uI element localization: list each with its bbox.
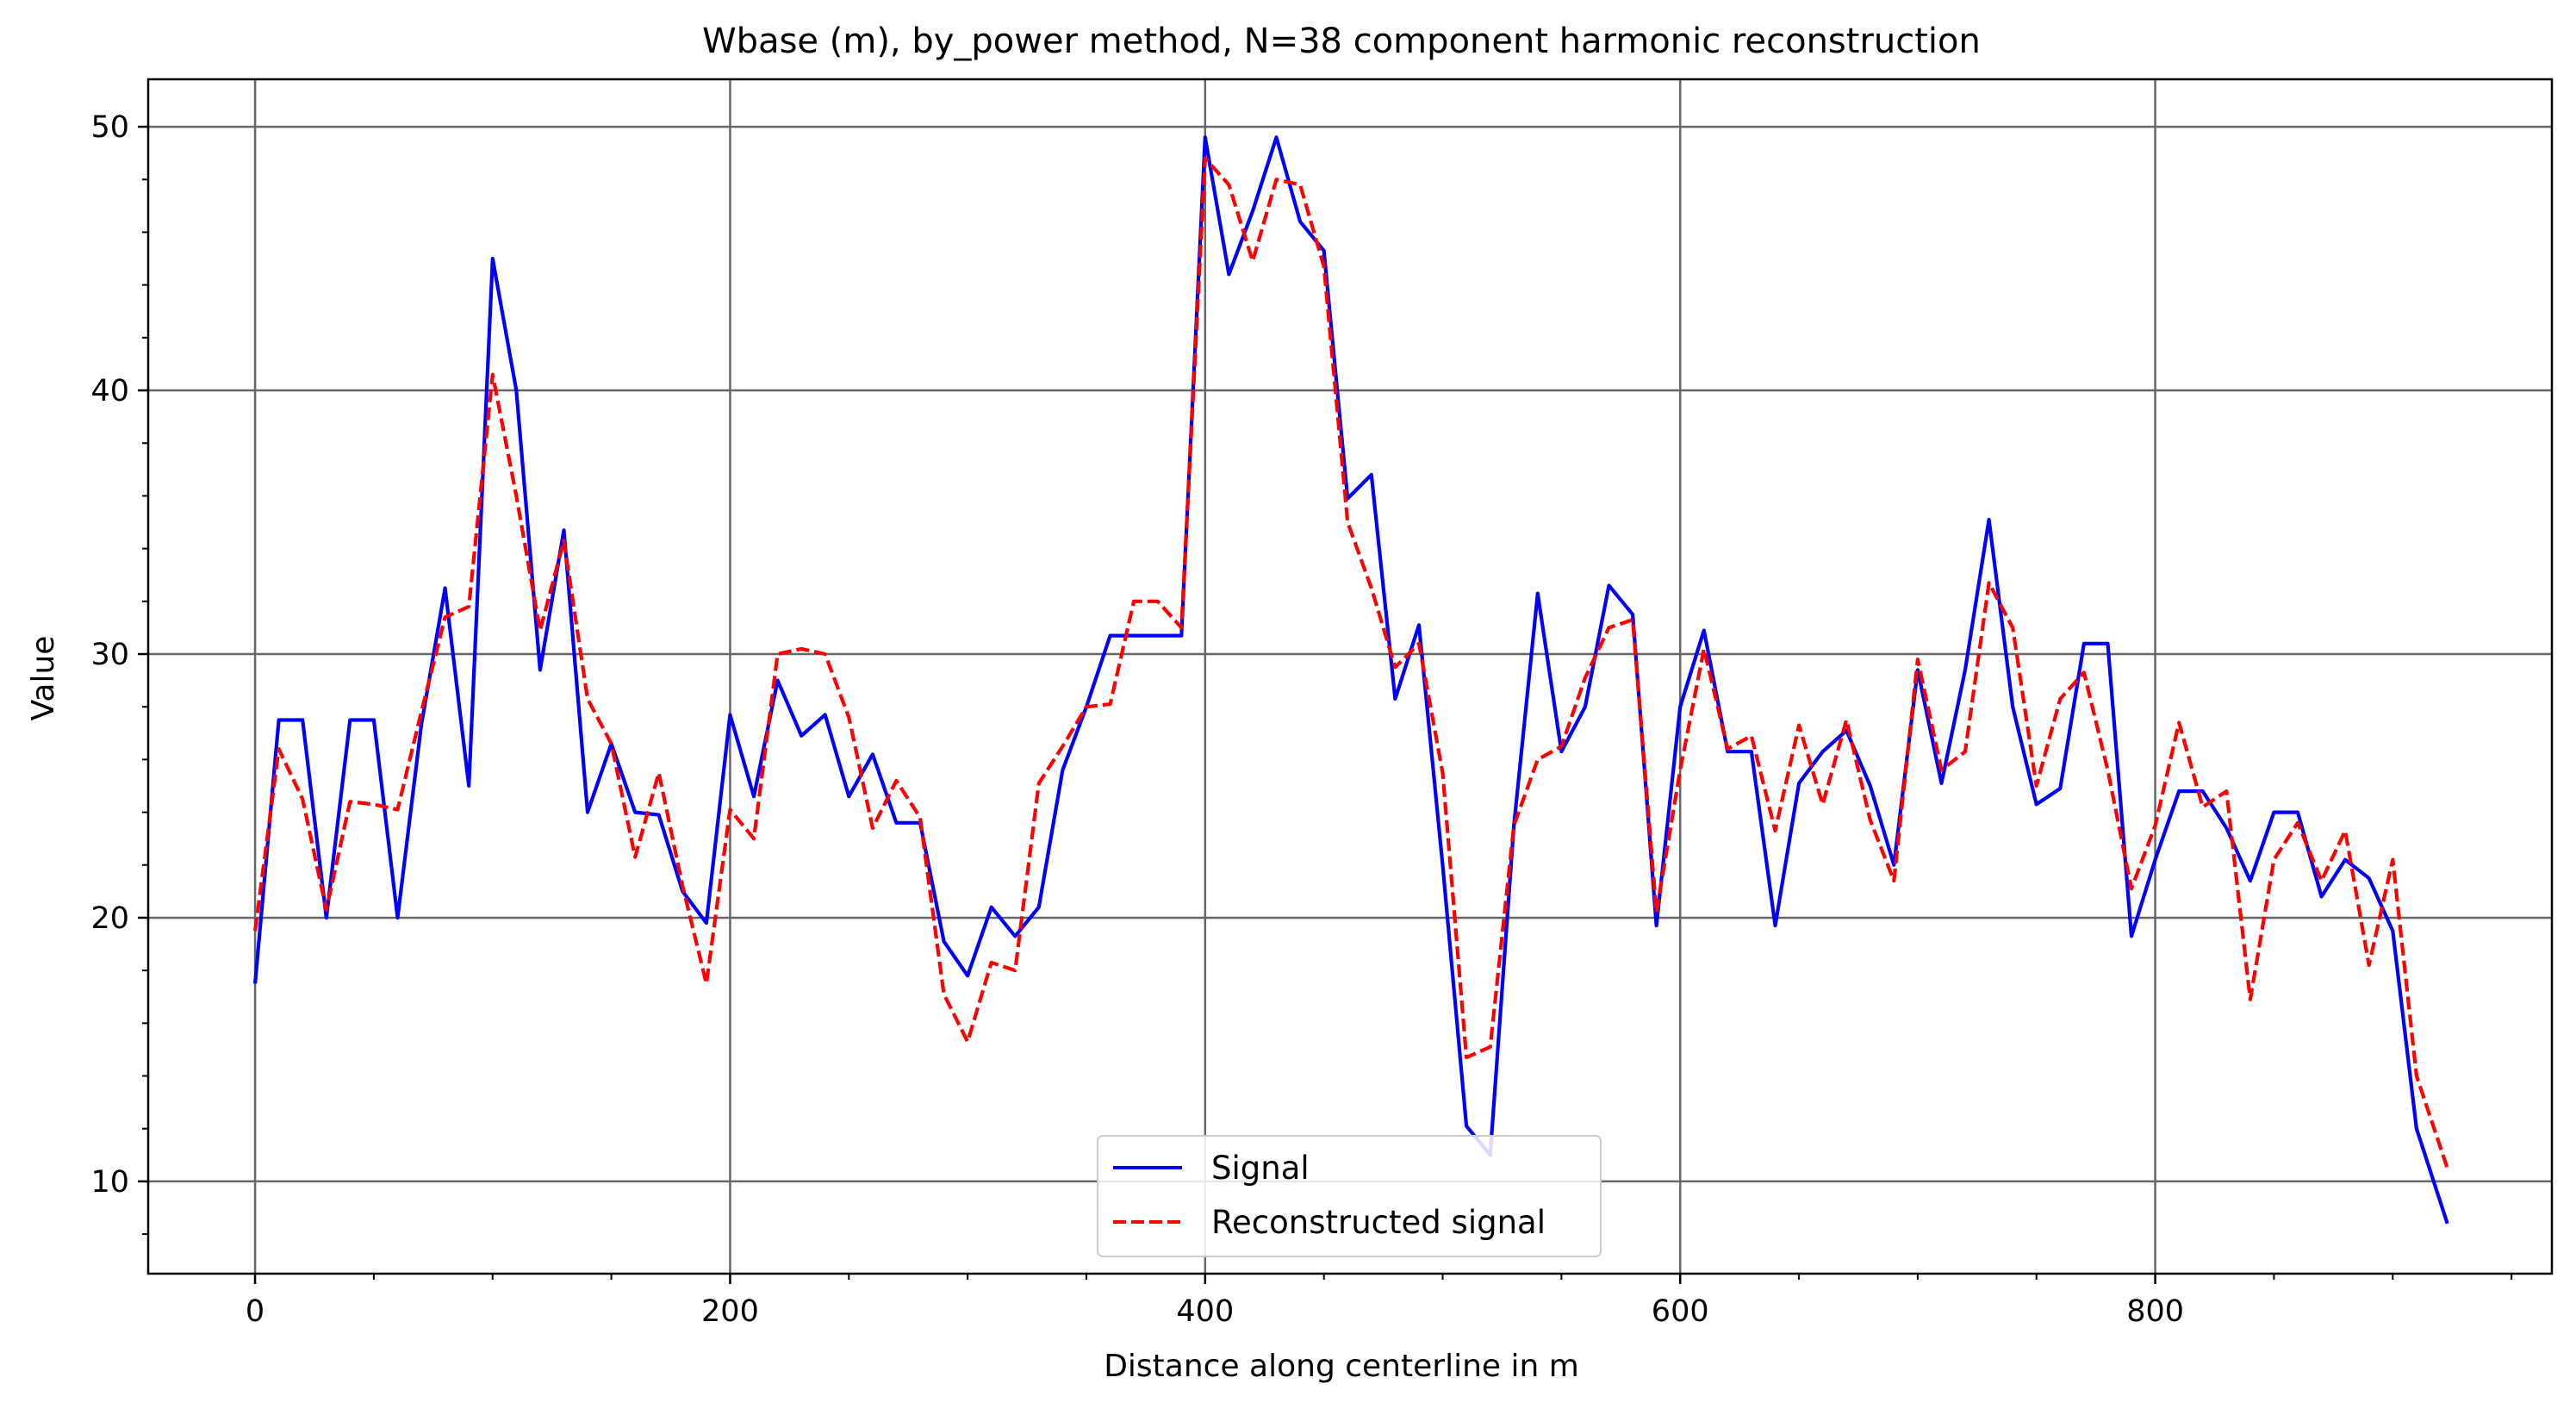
y-tick-label: 30 — [90, 638, 129, 672]
y-tick-label: 40 — [90, 374, 129, 408]
series-line-signal — [253, 135, 2449, 1225]
x-tick-label: 800 — [2126, 1294, 2184, 1329]
series-lines — [253, 135, 2449, 1225]
chart-title: Wbase (m), by_power method, N=38 compone… — [702, 22, 1981, 61]
legend-box — [1097, 1135, 1602, 1257]
legend-label-reconstructed-signal: Reconstructed signal — [1211, 1204, 1546, 1241]
legend-label-signal: Signal — [1211, 1150, 1310, 1187]
x-tick-label: 200 — [701, 1294, 759, 1329]
y-axis-label: Value — [26, 636, 61, 721]
y-tick-label: 50 — [90, 110, 129, 145]
y-tick-label: 10 — [90, 1165, 129, 1200]
x-tick-label: 600 — [1652, 1294, 1709, 1329]
x-tick-label: 0 — [246, 1294, 264, 1329]
legend: Signal Reconstructed signal — [1097, 1135, 1602, 1257]
series-line-reconstructed-signal — [253, 156, 2449, 1169]
x-tick-label: 400 — [1176, 1294, 1234, 1329]
axes: 0 200 400 600 800 10 20 30 40 50 — [90, 78, 2554, 1329]
y-tick-label: 20 — [90, 901, 129, 936]
plot-frame — [146, 78, 2554, 1275]
x-axis-label: Distance along centerline in m — [1104, 1349, 1579, 1384]
